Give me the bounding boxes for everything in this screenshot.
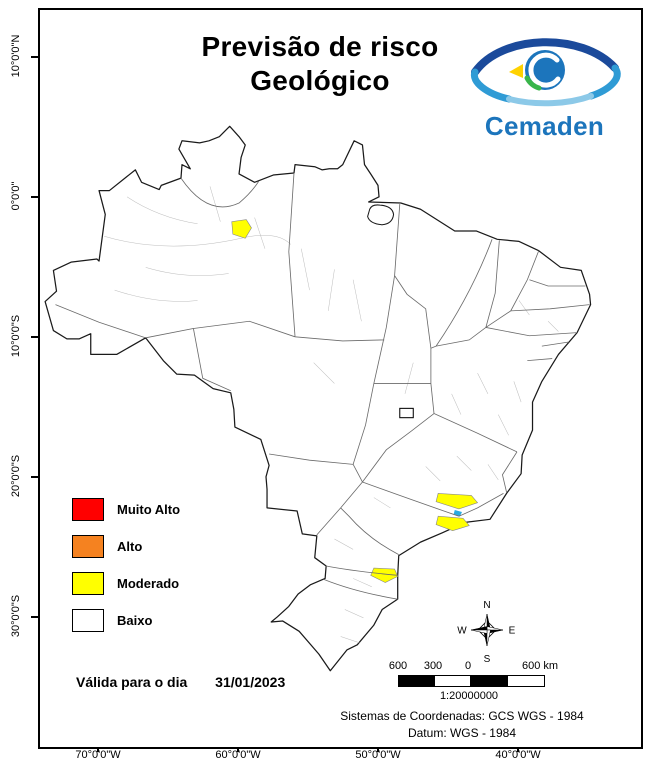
- lat-label-30s: 30°0'0"S: [10, 594, 22, 638]
- legend-item-moderado: Moderado: [72, 572, 180, 595]
- validity-text: Válida para o dia 31/01/2023: [76, 674, 285, 690]
- lat-label-10n: 10°0'0"N: [10, 34, 22, 78]
- lat-tick: [31, 196, 38, 198]
- scale-segment: [398, 675, 435, 687]
- risk-area-amazonas: [231, 219, 252, 239]
- lat-label-0: 0°0'0": [10, 181, 22, 211]
- legend-swatch-alto: [72, 535, 104, 558]
- scale-bar: 600 300 0 600 km 1:20000000: [389, 660, 559, 702]
- page-title-line2: Geológico: [250, 65, 390, 97]
- lat-tick: [31, 476, 38, 478]
- compass-w-label: W: [457, 626, 467, 637]
- lat-label-20s: 20°0'0"S: [10, 454, 22, 498]
- compass-n-label: N: [483, 600, 490, 611]
- legend-swatch-muito-alto: [72, 498, 104, 521]
- coordinate-system-note: Sistemas de Coordenadas: GCS WGS - 1984 …: [297, 708, 627, 742]
- scale-bar-labels: 600 300 0 600 km: [389, 660, 559, 674]
- legend-item-baixo: Baixo: [72, 609, 180, 632]
- legend-swatch-baixo: [72, 609, 104, 632]
- state-borders: [55, 172, 590, 600]
- municipal-lines: [104, 186, 559, 643]
- page-title-line1: Previsão de risco: [201, 31, 439, 62]
- coordinate-system-line2: Datum: WGS - 1984: [407, 726, 517, 741]
- lat-label-10s: 10°0'0"S: [10, 314, 22, 358]
- scale-label-0: 0: [464, 660, 472, 672]
- lon-label-60w: 60°0'0"W: [215, 749, 261, 761]
- compass-rose-icon: N E S W: [457, 600, 516, 665]
- scale-ratio: 1:20000000: [439, 690, 499, 702]
- cemaden-eye-icon: [470, 38, 621, 107]
- lat-tick: [31, 336, 38, 338]
- scale-label-600r: 600 km: [521, 660, 559, 672]
- compass-e-label: E: [509, 626, 516, 637]
- legend-label-baixo: Baixo: [117, 613, 153, 628]
- df-boundary: [399, 407, 414, 419]
- cemaden-logo-text: Cemaden: [484, 111, 605, 141]
- marajo-island: [367, 204, 395, 226]
- legend-item-alto: Alto: [72, 535, 180, 558]
- scale-segment: [470, 675, 508, 687]
- scale-label-300: 300: [423, 660, 443, 672]
- lon-label-70w: 70°0'0"W: [75, 749, 121, 761]
- validity-date: 31/01/2023: [215, 674, 286, 690]
- cemaden-logo: Cemaden: [452, 22, 637, 142]
- legend-label-moderado: Moderado: [117, 576, 180, 591]
- lon-label-40w: 40°0'0"W: [495, 749, 541, 761]
- compass-s-label: S: [484, 654, 491, 665]
- lat-tick: [31, 56, 38, 58]
- legend-label-muito-alto: Muito Alto: [117, 502, 181, 517]
- page-title: Previsão de risco Geológico: [120, 30, 520, 98]
- validity-label: Válida para o dia: [76, 674, 188, 690]
- risk-area-sp-rj-serra: [435, 493, 479, 510]
- map-frame: Previsão de risco Geológico Cemaden: [38, 8, 643, 749]
- scale-bar-segments: [398, 675, 558, 687]
- scale-segment: [507, 675, 545, 687]
- compass-rose: N E S W: [454, 590, 520, 675]
- coordinate-system-line1: Sistemas de Coordenadas: GCS WGS - 1984: [340, 709, 584, 724]
- legend-item-muito-alto: Muito Alto: [72, 498, 180, 521]
- legend-swatch-moderado: [72, 572, 104, 595]
- lon-label-50w: 50°0'0"W: [355, 749, 401, 761]
- risk-area-sp-coast: [435, 515, 470, 532]
- scale-label-600l: 600: [388, 660, 408, 672]
- risk-legend: Muito Alto Alto Moderado Baixo: [72, 498, 180, 632]
- lat-tick: [31, 616, 38, 618]
- brazil-risk-map: [44, 125, 592, 672]
- risk-area-santa-catarina: [370, 567, 399, 583]
- scale-segment: [434, 675, 471, 687]
- brazil-outline: [44, 125, 592, 672]
- legend-label-alto: Alto: [117, 539, 143, 554]
- coastal-water-highlight: [453, 509, 462, 517]
